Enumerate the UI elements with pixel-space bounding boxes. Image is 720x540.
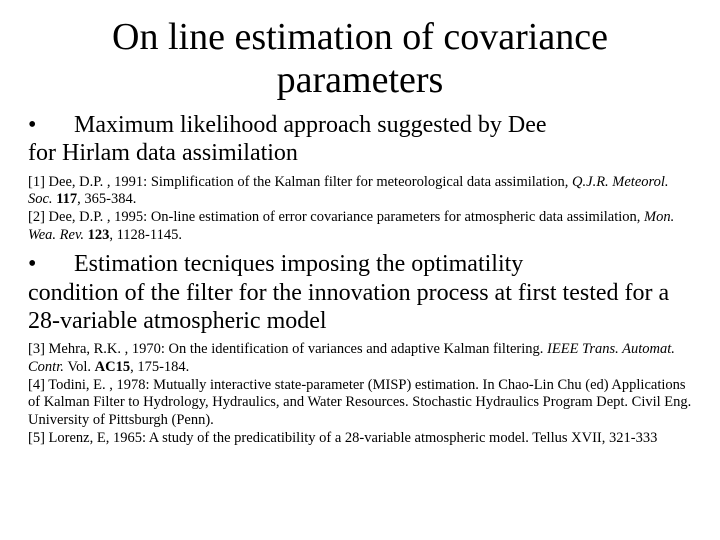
bullet-2-text-b: condition of the filter for the innovati…: [28, 280, 669, 334]
bullet-1: •Maximum likelihood approach suggested b…: [28, 111, 692, 168]
ref-1-vol: 117: [56, 191, 77, 207]
ref-2-vol: 123: [88, 227, 110, 243]
slide: On line estimation of covariance paramet…: [0, 0, 720, 540]
references-block-1: [1] Dee, D.P. , 1991: Simplification of …: [28, 174, 692, 245]
ref-5-a: [5] Lorenz, E, 1965: A study of the pred…: [28, 430, 657, 446]
bullet-2-text-a: Estimation tecniques imposing the optima…: [74, 251, 523, 277]
ref-3-a: [3] Mehra, R.K. , 1970: On the identific…: [28, 341, 547, 357]
page-title: On line estimation of covariance paramet…: [28, 16, 692, 101]
ref-3-vol: AC15: [95, 359, 130, 375]
bullet-2: •Estimation tecniques imposing the optim…: [28, 250, 692, 335]
ref-1-a: [1] Dee, D.P. , 1991: Simplification of …: [28, 174, 572, 190]
ref-3-c: Vol.: [68, 359, 95, 375]
ref-2-a: [2] Dee, D.P. , 1995: On-line estimation…: [28, 209, 644, 225]
ref-4-a: [4] Todini, E. , 1978: Mutually interact…: [28, 377, 691, 428]
bullet-1-text-b: for Hirlam data assimilation: [28, 140, 298, 166]
ref-2-d: , 1128-1145.: [109, 227, 182, 243]
bullet-1-text-a: Maximum likelihood approach suggested by…: [74, 112, 547, 138]
bullet-dot: •: [28, 111, 74, 139]
ref-3-e: , 175-184.: [130, 359, 189, 375]
bullet-dot: •: [28, 250, 74, 278]
references-block-2: [3] Mehra, R.K. , 1970: On the identific…: [28, 341, 692, 447]
ref-1-d: , 365-384.: [77, 191, 136, 207]
